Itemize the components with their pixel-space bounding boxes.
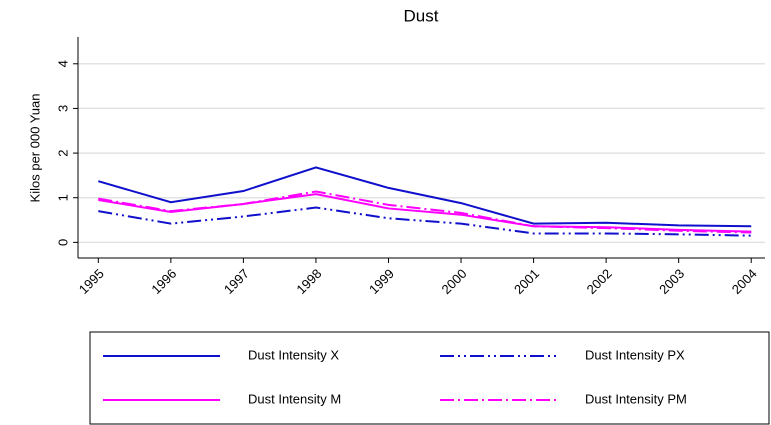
series-line xyxy=(98,166,752,228)
y-axis-label: Kilos per 000 Yuan xyxy=(27,94,42,203)
chart-title: Dust xyxy=(404,6,439,25)
series-line xyxy=(98,193,752,233)
series-line xyxy=(98,206,752,237)
legend-label: Dust Intensity M xyxy=(248,391,341,406)
y-tick-label: 0 xyxy=(55,239,70,246)
legend-label: Dust Intensity X xyxy=(248,347,339,362)
legend-label: Dust Intensity PM xyxy=(585,391,687,406)
y-tick-label: 3 xyxy=(55,105,70,112)
legend-label: Dust Intensity PX xyxy=(585,347,685,362)
y-tick-label: 1 xyxy=(55,194,70,201)
y-tick-label: 2 xyxy=(55,149,70,156)
y-tick-label: 4 xyxy=(55,60,70,67)
series-line xyxy=(98,190,752,234)
legend-box xyxy=(89,331,770,425)
